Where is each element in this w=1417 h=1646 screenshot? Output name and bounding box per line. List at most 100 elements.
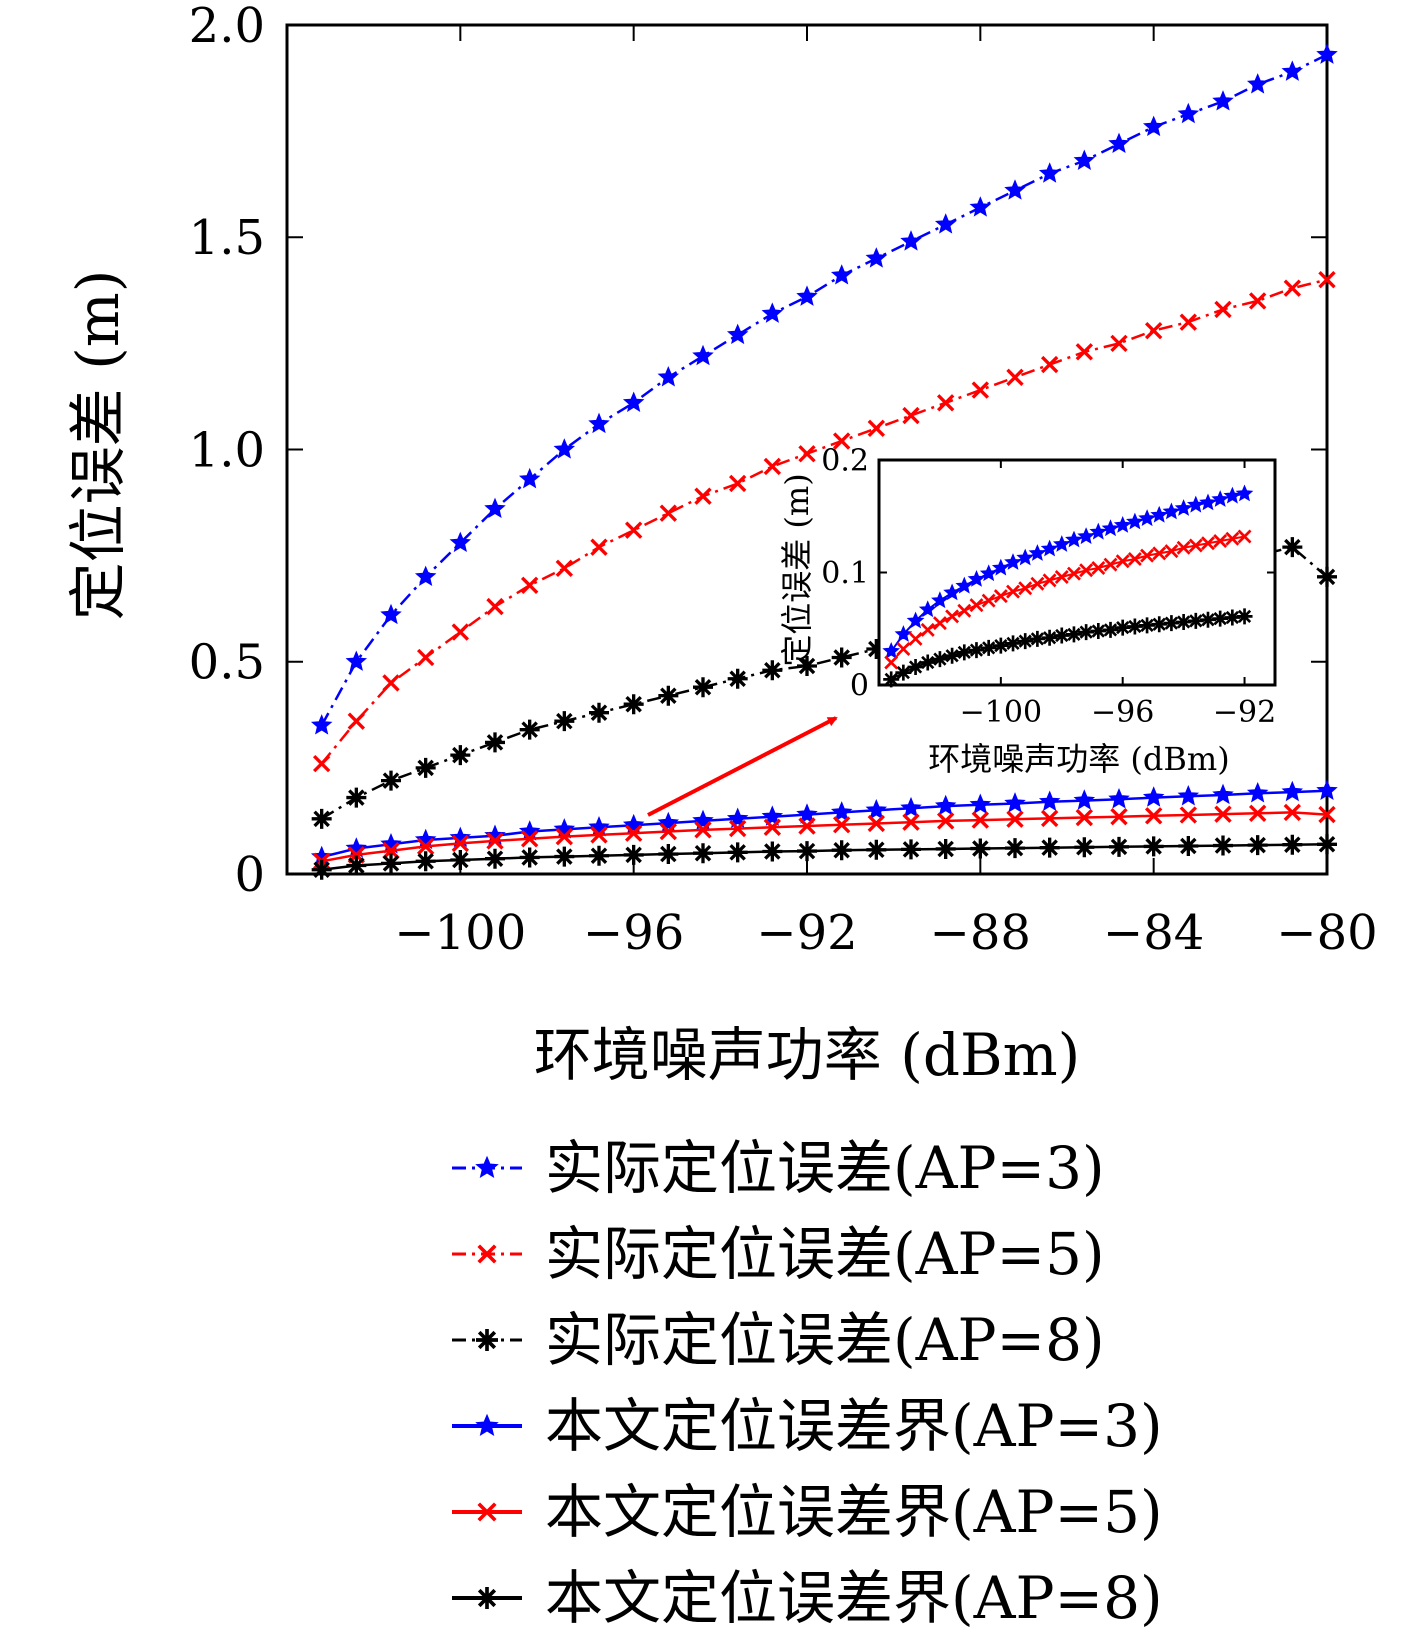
data-point-4-4 xyxy=(451,834,470,853)
data-point-2-9 xyxy=(992,637,1009,654)
data-point-0-18 xyxy=(1101,519,1120,537)
data-point-0-1 xyxy=(345,650,368,671)
legend-item-1: 实际定位误差(AP=5) xyxy=(452,1220,1105,1288)
data-point-1-29 xyxy=(1237,529,1252,544)
data-point-0-8 xyxy=(979,564,998,582)
data-point-1-14 xyxy=(798,445,816,463)
data-point-5-14 xyxy=(797,841,817,862)
data-point-1-8 xyxy=(981,593,996,608)
series-line-4 xyxy=(321,811,1328,863)
data-point-4-16 xyxy=(867,814,886,833)
data-point-2-15 xyxy=(831,647,852,668)
data-point-0-0 xyxy=(882,642,901,659)
data-point-4-27 xyxy=(1248,804,1267,822)
data-point-0-5 xyxy=(943,583,961,601)
data-point-3-23 xyxy=(1108,787,1130,809)
data-point-5-2 xyxy=(381,853,401,874)
data-point-0-28 xyxy=(1223,486,1242,504)
data-point-1-7 xyxy=(969,598,984,613)
inset-series-group xyxy=(882,484,1254,688)
data-point-2-24 xyxy=(1175,614,1192,630)
data-point-2-11 xyxy=(693,677,713,698)
data-point-0-10 xyxy=(1004,553,1022,570)
data-point-1-28 xyxy=(1283,279,1302,297)
data-point-1-1 xyxy=(347,712,366,730)
data-point-1-4 xyxy=(451,623,470,641)
data-point-0-23 xyxy=(1108,132,1130,154)
data-point-2-9 xyxy=(623,694,644,715)
main-y-axis-label: 定位误差 (m) xyxy=(64,270,132,621)
data-point-5-5 xyxy=(485,848,505,869)
data-point-5-26 xyxy=(1213,835,1233,856)
data-point-3-21 xyxy=(1038,790,1061,811)
data-point-2-20 xyxy=(1126,618,1143,635)
inset-x-ticks: −100 −96 −92 xyxy=(960,460,1276,730)
data-point-2-0 xyxy=(311,808,332,829)
data-point-2-16 xyxy=(1078,624,1095,641)
x-tick-label: −80 xyxy=(1276,905,1377,961)
data-point-1-27 xyxy=(1213,534,1228,548)
data-point-0-22 xyxy=(1073,149,1096,170)
data-point-0-15 xyxy=(830,264,853,285)
data-point-0-14 xyxy=(1052,535,1071,552)
data-point-5-21 xyxy=(1039,837,1060,858)
data-point-5-23 xyxy=(1109,836,1129,857)
data-point-4-9 xyxy=(624,824,643,842)
data-point-1-10 xyxy=(659,504,678,522)
data-point-2-28 xyxy=(1224,609,1241,626)
data-point-1-7 xyxy=(555,559,574,578)
data-point-2-14 xyxy=(797,655,817,676)
data-point-0-6 xyxy=(518,467,541,489)
data-point-1-26 xyxy=(1214,300,1232,319)
data-point-2-10 xyxy=(1005,635,1022,652)
data-point-1-22 xyxy=(1152,546,1167,561)
data-point-2-22 xyxy=(1151,616,1168,633)
y-tick-label: 0.1 xyxy=(821,556,869,591)
data-point-0-16 xyxy=(1077,527,1095,545)
data-point-0-7 xyxy=(553,438,576,459)
data-point-1-5 xyxy=(486,597,504,616)
data-point-1-9 xyxy=(624,521,643,539)
x-tick-label: −96 xyxy=(583,905,684,961)
data-point-2-1 xyxy=(895,664,912,681)
data-point-2-5 xyxy=(485,732,505,753)
data-point-0-25 xyxy=(1177,102,1200,124)
data-point-1-2 xyxy=(908,631,923,646)
legend-label: 本文定位误差界(AP=8) xyxy=(545,1564,1163,1632)
data-point-1-21 xyxy=(1140,548,1155,563)
data-point-3-25 xyxy=(1177,784,1200,806)
data-point-5-25 xyxy=(1178,835,1199,856)
data-point-0-25 xyxy=(1186,495,1205,513)
data-point-0-20 xyxy=(1004,179,1026,200)
data-point-4-17 xyxy=(902,813,920,831)
data-point-3-28 xyxy=(1281,780,1304,802)
data-point-4-14 xyxy=(798,817,816,835)
data-point-0-18 xyxy=(934,213,957,234)
data-point-2-3 xyxy=(415,757,436,778)
data-point-1-8 xyxy=(590,538,608,556)
data-point-5-24 xyxy=(1143,836,1164,857)
y-tick-label: 1.0 xyxy=(189,422,265,478)
data-point-0-11 xyxy=(692,344,714,366)
data-point-5-20 xyxy=(1005,838,1025,859)
data-point-0-20 xyxy=(1126,512,1144,530)
data-point-1-18 xyxy=(1103,557,1118,572)
data-point-0-10 xyxy=(657,365,680,387)
data-point-3-10 xyxy=(657,811,680,833)
data-point-3-24 xyxy=(1142,786,1165,807)
data-point-1-3 xyxy=(920,622,935,637)
data-point-0-16 xyxy=(865,247,888,268)
data-point-0-5 xyxy=(484,497,506,519)
data-point-4-18 xyxy=(936,812,955,830)
legend-item-3: 本文定位误差界(AP=3) xyxy=(452,1392,1163,1460)
data-point-0-11 xyxy=(1016,548,1035,566)
legend-marker xyxy=(477,1244,497,1264)
series-line-5 xyxy=(321,843,1328,872)
data-point-1-2 xyxy=(382,674,400,692)
data-point-0-28 xyxy=(1281,60,1304,81)
data-point-0-19 xyxy=(1113,516,1132,533)
x-tick-label: −92 xyxy=(1213,695,1276,730)
data-point-1-13 xyxy=(763,457,782,476)
data-point-0-12 xyxy=(1028,544,1047,561)
data-point-5-3 xyxy=(415,851,436,872)
